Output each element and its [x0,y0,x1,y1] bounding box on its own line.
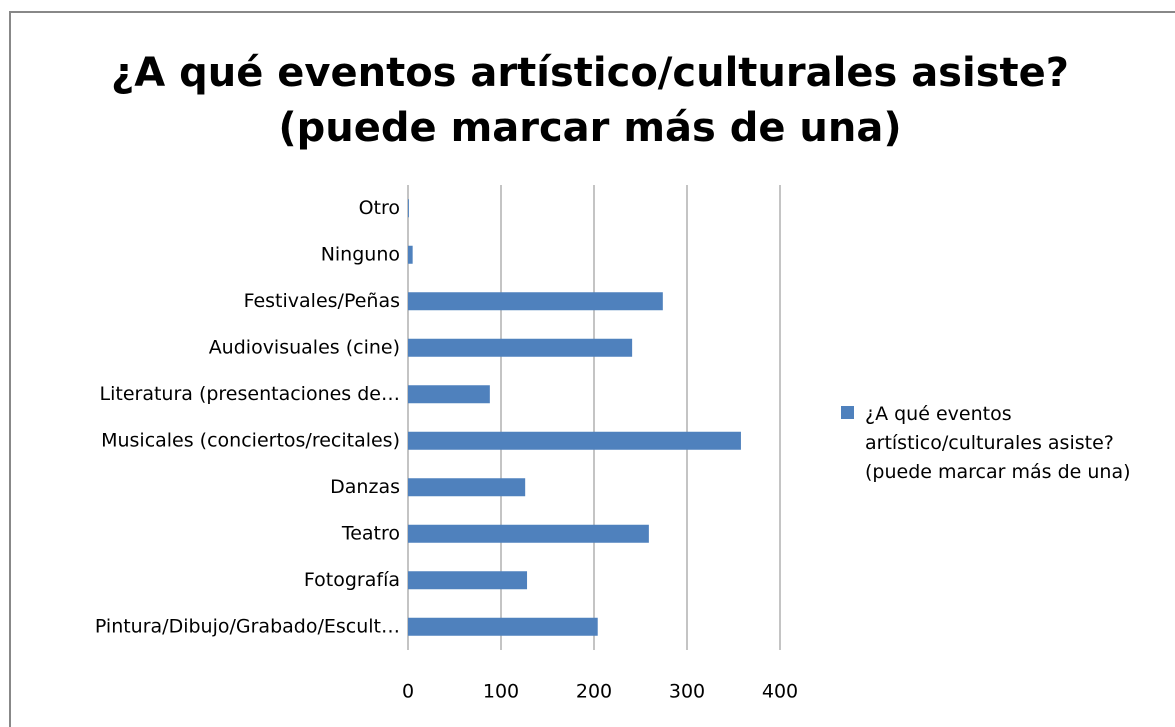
x-tick-label: 0 [402,681,414,703]
chart-border [9,11,1175,727]
chart-title: (puede marcar más de una) [278,105,901,151]
x-tick-label: 300 [669,681,705,703]
y-tick-label: Teatro [341,522,400,544]
bar [408,338,633,357]
chart-title: ¿A qué eventos artístico/culturales asis… [111,50,1069,96]
y-tick-label: Literatura (presentaciones de… [100,383,401,405]
x-tick-label: 400 [762,681,798,703]
y-tick-label: Ninguno [321,243,400,265]
bar [408,385,490,404]
y-tick-label: Danzas [330,476,400,498]
y-tick-label: Pintura/Dibujo/Grabado/Escult… [95,615,400,637]
y-tick-label: Audiovisuales (cine) [209,336,400,358]
bar [408,245,413,264]
bar [408,524,649,543]
x-tick-label: 200 [576,681,612,703]
legend-label: ¿A qué eventos artístico/culturales asis… [865,403,1131,483]
legend-swatch [841,406,854,419]
bar [408,478,526,497]
bar [408,571,528,590]
y-tick-label: Fotografía [304,569,400,591]
y-tick-label: Festivales/Peñas [244,290,400,312]
x-tick-label: 100 [483,681,519,703]
bar [408,292,663,311]
bar [408,617,598,636]
bar [408,199,409,218]
y-tick-label: Musicales (conciertos/recitales) [101,429,400,451]
bar [408,431,741,450]
y-tick-label: Otro [359,197,400,219]
